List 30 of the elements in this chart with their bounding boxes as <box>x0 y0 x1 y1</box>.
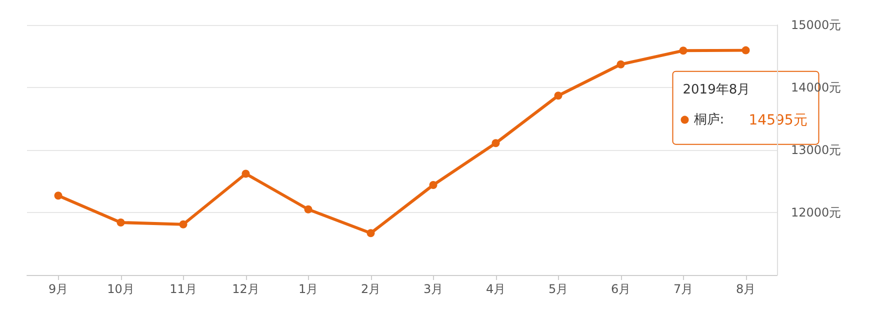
x-tick-label: 1月 <box>298 282 318 296</box>
x-tick-label: 10月 <box>107 282 134 296</box>
x-tick-label: 11月 <box>170 282 197 296</box>
x-tick-label: 7月 <box>673 282 694 296</box>
point <box>54 192 62 200</box>
annotation: 14595元 <box>748 112 808 128</box>
y-tick-label: 15000元 <box>791 18 842 32</box>
x-tick-label: 12月 <box>232 282 260 296</box>
point <box>616 60 625 68</box>
point <box>679 46 688 55</box>
point <box>179 220 188 228</box>
y-tick-label: 12000元 <box>791 206 842 220</box>
x-tick-label: 6月 <box>610 282 631 296</box>
x-tick-label: 3月 <box>423 282 444 296</box>
x-tick-label: 4月 <box>486 282 506 296</box>
x-tick-label: 8月 <box>736 282 756 296</box>
point <box>742 46 750 54</box>
annotation: 2019年8月 <box>682 82 750 98</box>
point <box>492 139 500 148</box>
x-tick-label: 2月 <box>360 282 381 296</box>
point <box>554 92 562 100</box>
point <box>242 170 250 178</box>
point <box>116 218 125 226</box>
x-tick-label: 9月 <box>48 282 68 296</box>
y-tick-label: 13000元 <box>791 143 842 157</box>
point <box>429 181 438 189</box>
point <box>366 229 375 238</box>
legend-label: 桐庐: <box>692 111 724 128</box>
x-tick-label: 5月 <box>548 282 568 296</box>
point <box>304 205 312 214</box>
